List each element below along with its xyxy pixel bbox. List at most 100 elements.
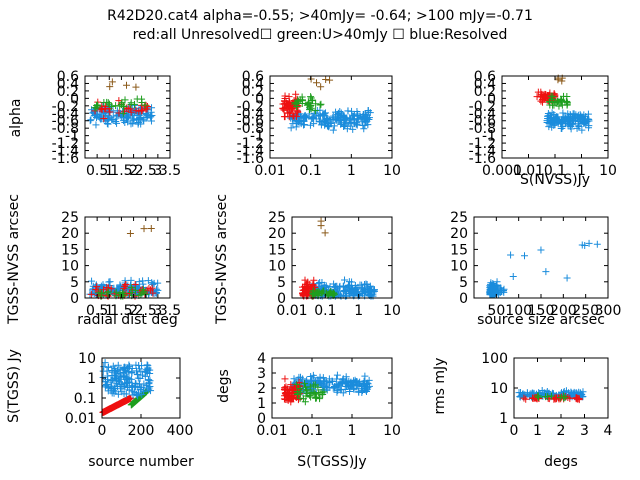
data-point [560,394,568,402]
data-point [324,115,332,123]
data-point [301,276,309,284]
data-point [493,278,501,286]
data-point [537,97,545,105]
data-point [104,363,112,371]
data-point [101,359,109,367]
data-point [88,277,96,285]
data-point [116,102,124,110]
y-tick-label: -0.4 [237,106,264,122]
x-tick-label: 0.5 [86,303,108,319]
data-point [124,105,132,113]
y-tick-label: 0.2 [242,84,264,100]
x-tick-label: 10 [383,423,401,439]
data-point [131,286,139,294]
points-S-vs-number [99,359,155,416]
x-tick-label: 2.5 [135,163,157,179]
data-point [294,396,302,404]
data-point [132,83,140,91]
data-point [363,114,371,122]
x-tick-label: 150 [528,303,555,319]
y-tick-label: 0.6 [474,69,496,85]
y-tick-label: 0 [70,91,79,107]
data-point [303,101,311,109]
data-point [569,119,577,127]
x-axis-label: source number [88,454,194,470]
y-tick-label: 0.4 [474,76,496,92]
data-point [100,115,108,123]
y-tick-label: 4 [257,351,266,367]
x-tick-label: 200 [128,423,155,439]
data-point [137,291,145,299]
y-tick-label: 0 [459,291,468,307]
y-tick-label: 5 [70,275,79,291]
data-point [573,114,581,122]
data-point [314,383,322,391]
data-point [563,98,571,106]
data-point [143,384,151,392]
y-tick-label: 15 [268,242,286,258]
data-point [292,123,300,131]
data-point [120,372,128,380]
data-point [365,382,373,390]
y-tick-label: 5 [459,275,468,291]
data-point [316,101,324,109]
y-tick-label: -1 [65,129,79,145]
data-point [317,121,325,129]
data-point [287,124,295,132]
data-point [489,285,497,293]
y-tick-label: -1.2 [52,136,79,152]
data-point [134,371,142,379]
data-point [139,371,147,379]
data-point [320,110,328,118]
x-tick-label: 0 [510,423,519,439]
data-point [557,124,565,132]
y-tick-label: -0.6 [469,114,496,130]
data-point [347,286,355,294]
data-point [564,110,572,118]
y-tick-label: 25 [268,210,286,226]
data-point [321,229,329,237]
data-point [325,123,333,131]
data-point [110,115,118,123]
data-point [545,91,553,99]
data-point [108,78,116,86]
data-point [359,113,367,121]
data-point [287,381,295,389]
panel-alpha-vs-S: 0.01 0.1 1 100.60.40.20-0.2-0.4-0.6-0.8-1-1… [237,69,401,179]
y-tick-label: 10 [78,351,96,367]
data-point [148,104,156,112]
data-point [323,384,331,392]
y-tick-label: -0.8 [52,121,79,137]
data-point [140,103,148,111]
data-point [329,384,337,392]
x-tick-label: 50 [487,303,505,319]
data-point [298,93,306,101]
points-alpha-vs-radial [86,78,156,129]
data-point [129,391,137,399]
data-point [296,394,304,402]
points-offset-vs-S [298,217,379,300]
data-point [573,124,581,132]
figure-title-line1: R42D20.cat4 alpha=-0.55; >40mJy= -0.64; … [107,8,533,24]
y-tick-label: 0 [277,291,286,307]
data-point [92,121,100,129]
y-tick-label: 0.6 [242,69,264,85]
x-tick-label: 2 [129,163,138,179]
data-point [120,390,128,398]
data-point [121,118,129,126]
plot-frame [513,357,609,419]
data-point [549,93,557,101]
data-point [147,112,155,120]
data-point [521,252,528,260]
y-tick-label: -1.6 [469,151,496,167]
data-point [281,375,289,383]
data-point [311,390,319,398]
data-point [585,117,593,125]
y-tick-label: 0.6 [57,69,79,85]
data-point [154,279,162,287]
data-point [135,380,143,388]
x-tick-label: 1.5 [110,163,132,179]
